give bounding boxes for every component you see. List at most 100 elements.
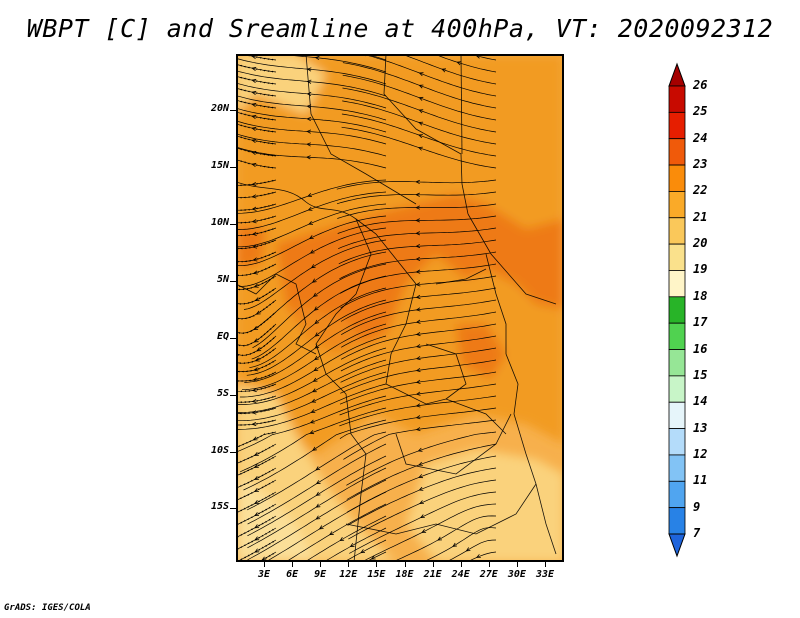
- streamline: [236, 95, 387, 121]
- streamline: [236, 383, 277, 393]
- lon-label: 3E: [257, 569, 271, 580]
- colorbar-segment: [668, 375, 686, 403]
- streamline-arrow: [252, 387, 257, 393]
- streamline-arrow: [475, 554, 481, 558]
- chart-title: WBPT [C] and Sreamline at 400hPa, VT: 20…: [26, 14, 774, 43]
- streamline-arrow: [311, 398, 317, 403]
- streamline: [236, 371, 277, 382]
- colorbar-label: 16: [693, 341, 708, 356]
- streamline-arrow: [251, 399, 257, 404]
- lon-label: 30E: [507, 569, 526, 580]
- streamline: [236, 107, 387, 133]
- streamline: [236, 57, 387, 85]
- lat-tick: [230, 395, 236, 396]
- colorbar-label: 14: [693, 394, 708, 409]
- colorbar-label: 13: [693, 420, 708, 435]
- colorbar-segment: [668, 111, 686, 140]
- streamline: [422, 527, 497, 562]
- streamline-arrow: [315, 480, 321, 485]
- streamline-arrow: [318, 525, 324, 530]
- streamline: [360, 503, 497, 562]
- streamline-arrow: [415, 356, 421, 361]
- streamline-arrow: [251, 102, 257, 108]
- colorbar-segment: [668, 270, 686, 298]
- streamline: [236, 111, 277, 121]
- streamline: [236, 146, 387, 169]
- streamline-arrow: [415, 367, 421, 373]
- streamline-arrow: [465, 547, 471, 552]
- streamline-arrow: [311, 388, 317, 393]
- streamline-arrow: [307, 193, 313, 197]
- streamline-arrow: [310, 264, 316, 269]
- streamline: [236, 54, 277, 61]
- streamline: [236, 120, 387, 145]
- colorbar-label: 9: [693, 499, 701, 514]
- lat-tick: [230, 281, 236, 282]
- streamline-arrow: [314, 319, 320, 325]
- streamline-arrow: [418, 109, 424, 114]
- colorbar-segment: [668, 191, 686, 219]
- streamline-arrow: [309, 419, 315, 424]
- lon-tick: [545, 562, 546, 567]
- streamline-arrow: [418, 72, 424, 77]
- streamline-arrow: [311, 278, 317, 283]
- streamline-arrow: [418, 486, 424, 491]
- streamline: [264, 491, 387, 562]
- streamline-arrow: [252, 244, 258, 249]
- streamlines: [236, 54, 497, 562]
- lat-label: 10N: [210, 217, 229, 228]
- wbpt-shading-22-23: [276, 194, 564, 354]
- lat-tick: [230, 508, 236, 509]
- streamline-arrow: [418, 461, 423, 466]
- colorbar-segment: [668, 243, 686, 271]
- streamline-arrow: [312, 292, 318, 297]
- streamline-arrow: [312, 446, 317, 451]
- lon-label: 27E: [479, 569, 498, 580]
- streamline-arrow: [415, 427, 421, 432]
- streamline-arrow: [415, 294, 421, 300]
- streamline-arrow: [417, 447, 423, 452]
- colorbar-segment: [668, 138, 686, 166]
- streamline: [236, 75, 277, 85]
- lat-label: 5S: [216, 388, 229, 399]
- streamline-arrow: [306, 116, 312, 122]
- lat-tick: [230, 452, 236, 453]
- streamline-arrow: [415, 403, 421, 408]
- colorbar-label: 21: [693, 209, 708, 224]
- lon-label: 9E: [314, 569, 327, 580]
- colorbar-label: 7: [693, 526, 701, 540]
- streamline-arrow: [370, 555, 376, 560]
- streamline-arrow: [251, 194, 257, 199]
- streamline-arrow: [306, 79, 312, 84]
- streamline-arrow: [415, 415, 421, 420]
- lon-label: 6E: [286, 569, 299, 580]
- streamline: [236, 215, 277, 224]
- streamline-arrow: [418, 96, 424, 101]
- lon-label: 18E: [395, 569, 414, 580]
- streamline-arrow: [251, 66, 257, 72]
- streamline-arrow: [251, 78, 257, 84]
- streamline: [364, 54, 387, 61]
- lat-label: 15N: [210, 160, 229, 171]
- streamline-arrow: [415, 192, 420, 197]
- streamline-arrow: [306, 142, 311, 147]
- streamline-arrow: [306, 129, 312, 134]
- streamline: [236, 133, 387, 157]
- streamline-arrow: [251, 231, 257, 236]
- lat-label: 5N: [216, 274, 229, 285]
- streamline-arrow: [254, 548, 260, 553]
- streamline-arrow: [254, 500, 259, 504]
- streamline-arrow: [252, 436, 258, 441]
- colorbar-label: 24: [693, 130, 708, 145]
- colorbar-label: 11: [693, 473, 708, 488]
- colorbar-label: 19: [693, 262, 708, 277]
- lon-tick: [404, 562, 406, 567]
- lon-label: 15E: [367, 569, 386, 580]
- streamline-arrow: [251, 421, 257, 427]
- lat-label: 10S: [210, 445, 229, 456]
- streamline-arrow: [452, 542, 458, 547]
- streamline-arrow: [415, 391, 421, 396]
- streamline: [236, 419, 277, 426]
- streamline-arrow: [253, 283, 259, 288]
- streamline-arrow: [251, 126, 257, 132]
